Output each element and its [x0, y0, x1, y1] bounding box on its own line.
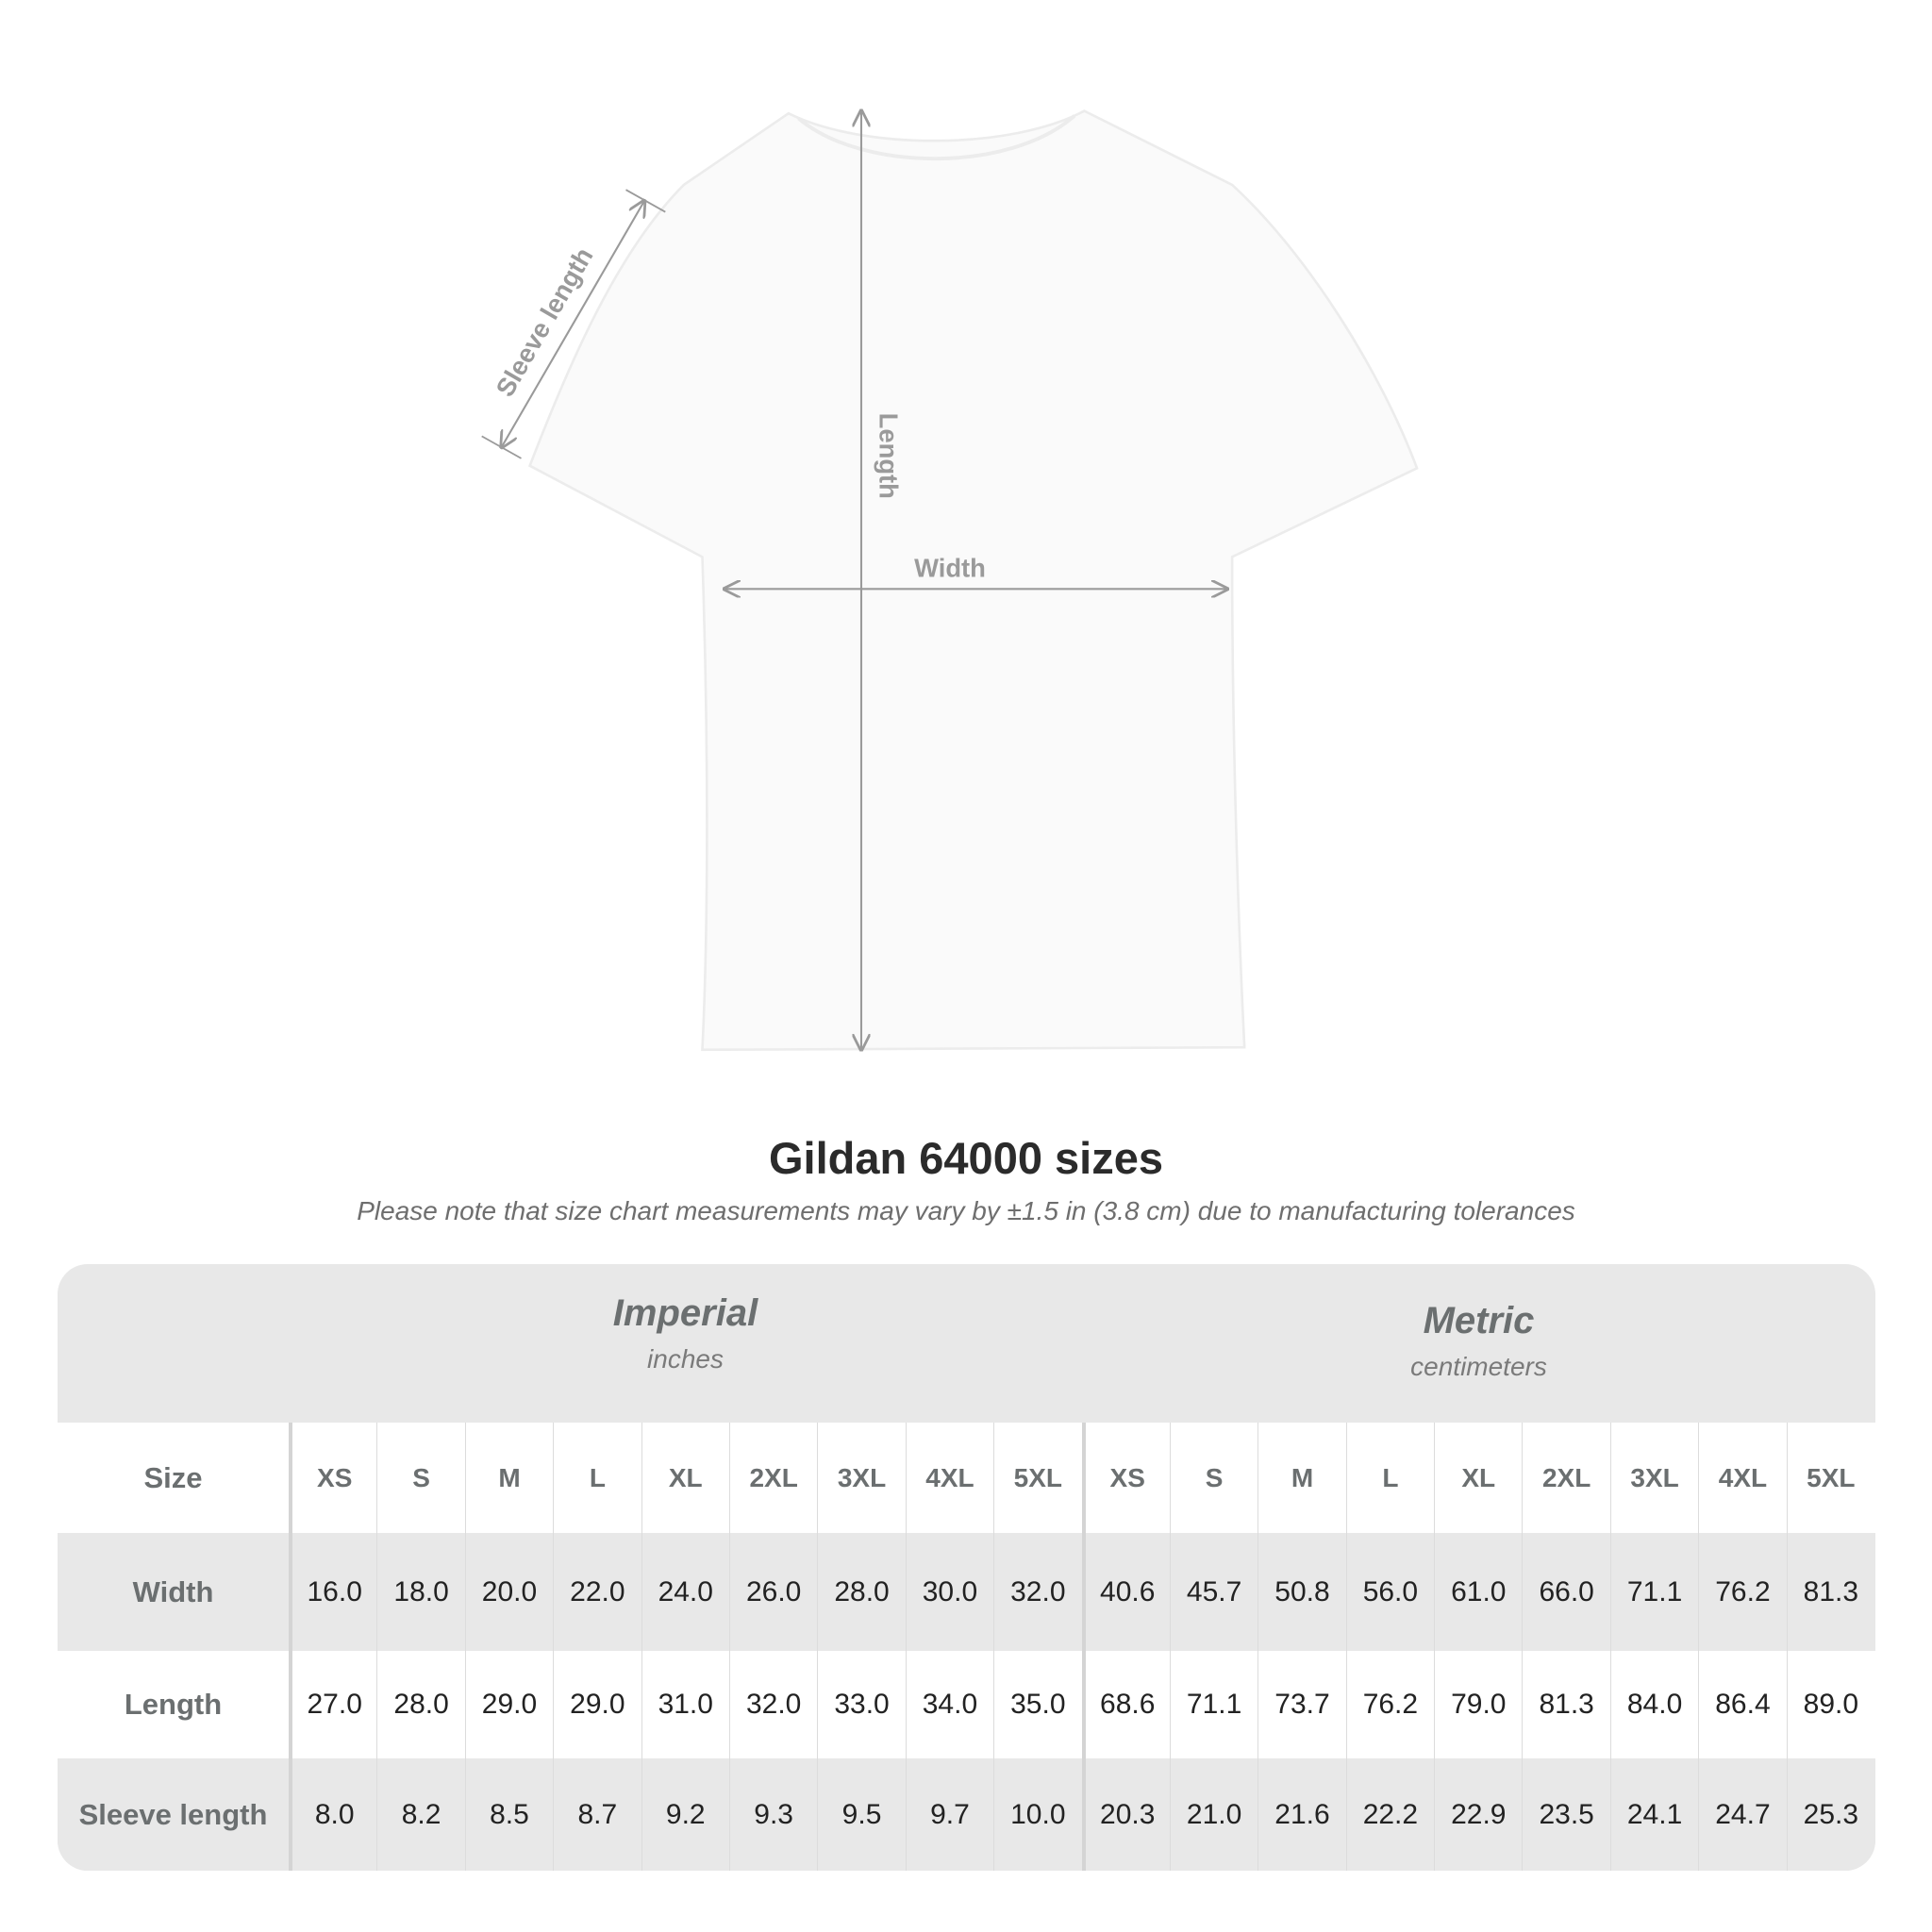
metric-value-cell: 50.8: [1257, 1533, 1345, 1651]
imperial-value-cell: 27.0: [289, 1651, 376, 1758]
metric-value-cell: 73.7: [1257, 1651, 1345, 1758]
metric-value-cell: 22.2: [1345, 1758, 1434, 1871]
page-title: Gildan 64000 sizes: [768, 1133, 1164, 1183]
metric-size-header: 5XL: [1786, 1423, 1874, 1533]
imperial-value-cell: 33.0: [817, 1651, 905, 1758]
metric-size-header: M: [1257, 1423, 1345, 1533]
imperial-value-cell: 20.0: [464, 1533, 553, 1651]
metric-size-header: 3XL: [1609, 1423, 1698, 1533]
metric-value-cell: 76.2: [1698, 1533, 1786, 1651]
imperial-unit: inches: [647, 1344, 724, 1374]
table-row-width: Width 16.0 18.0 20.0 22.0 24.0 26.0 28.0 30.0 32.…: [58, 1533, 1875, 1651]
metric-value-cell: 68.6: [1081, 1651, 1170, 1758]
width-label: Width: [914, 553, 986, 582]
metric-value-cell: 76.2: [1345, 1651, 1434, 1758]
imperial-value-cell: 22.0: [553, 1533, 641, 1651]
imperial-value-cell: 28.0: [376, 1651, 464, 1758]
imperial-size-header: M: [464, 1423, 553, 1533]
size-table: Imperial inches Metric centimeters Size X…: [58, 1264, 1875, 1871]
size-header-row: Size XS S M L XL 2XL 3XL 4XL 5XL XS S M L XL 2XL 3XL 4XL 5…: [58, 1423, 1875, 1533]
imperial-value-cell: 31.0: [641, 1651, 729, 1758]
imperial-value-cell: 35.0: [993, 1651, 1081, 1758]
metric-size-header: 2XL: [1522, 1423, 1609, 1533]
metric-value-cell: 71.1: [1609, 1533, 1698, 1651]
metric-value-cell: 66.0: [1522, 1533, 1609, 1651]
imperial-value-cell: 8.7: [553, 1758, 641, 1871]
imperial-value-cell: 9.3: [728, 1758, 817, 1871]
metric-header: Metric centimeters: [1082, 1300, 1875, 1458]
row-label: Sleeve length: [78, 1797, 268, 1831]
imperial-value-cell: 9.7: [905, 1758, 993, 1871]
imperial-value-cell: 8.5: [464, 1758, 553, 1871]
metric-value-cell: 81.3: [1786, 1533, 1874, 1651]
row-label: Size: [143, 1460, 203, 1494]
tolerance-note: Please note that size chart measurements…: [357, 1196, 1575, 1225]
metric-value-cell: 79.0: [1434, 1651, 1522, 1758]
metric-value-cell: 40.6: [1081, 1533, 1170, 1651]
length-label: Length: [874, 413, 904, 499]
imperial-size-header: L: [553, 1423, 641, 1533]
metric-size-header: 4XL: [1698, 1423, 1786, 1533]
sleeve-tick-bottom: [481, 435, 522, 459]
sleeve-tick-top: [625, 189, 666, 213]
imperial-value-cell: 24.0: [641, 1533, 729, 1651]
imperial-value-cell: 18.0: [376, 1533, 464, 1651]
metric-size-header: L: [1345, 1423, 1434, 1533]
metric-value-cell: 24.1: [1609, 1758, 1698, 1871]
metric-size-header: S: [1169, 1423, 1257, 1533]
row-label: Length: [124, 1688, 223, 1721]
imperial-value-cell: 29.0: [464, 1651, 553, 1758]
metric-title: Metric: [1423, 1300, 1535, 1341]
metric-value-cell: 23.5: [1522, 1758, 1609, 1871]
imperial-value-cell: 32.0: [728, 1651, 817, 1758]
metric-value-cell: 25.3: [1786, 1758, 1874, 1871]
tshirt-collar: [797, 114, 1076, 161]
metric-value-cell: 81.3: [1522, 1651, 1609, 1758]
imperial-value-cell: 10.0: [993, 1758, 1081, 1871]
imperial-value-cell: 32.0: [993, 1533, 1081, 1651]
metric-value-cell: 89.0: [1786, 1651, 1874, 1758]
metric-value-cell: 22.9: [1434, 1758, 1522, 1871]
imperial-size-header: 3XL: [817, 1423, 905, 1533]
metric-unit: centimeters: [1410, 1352, 1547, 1381]
table-row-sleeve-length: Sleeve length 8.0 8.2 8.5 8.7 9.2 9.3 9.5 9.7 10.…: [58, 1758, 1875, 1871]
imperial-header: Imperial inches: [289, 1292, 1082, 1451]
imperial-size-header: XL: [641, 1423, 729, 1533]
metric-value-cell: 20.3: [1081, 1758, 1170, 1871]
imperial-size-header: 2XL: [728, 1423, 817, 1533]
imperial-value-cell: 29.0: [553, 1651, 641, 1758]
metric-value-cell: 84.0: [1609, 1651, 1698, 1758]
table-row-length: Length 27.0 28.0 29.0 29.0 31.0 32.0 33.0 34.0 35…: [58, 1651, 1875, 1758]
metric-value-cell: 56.0: [1345, 1533, 1434, 1651]
imperial-value-cell: 30.0: [905, 1533, 993, 1651]
imperial-value-cell: 9.5: [817, 1758, 905, 1871]
imperial-value-cell: 16.0: [289, 1533, 376, 1651]
metric-value-cell: 21.0: [1169, 1758, 1257, 1871]
metric-value-cell: 24.7: [1698, 1758, 1786, 1871]
imperial-size-header: 4XL: [905, 1423, 993, 1533]
imperial-size-header: 5XL: [993, 1423, 1081, 1533]
sleeve-line: [502, 201, 645, 447]
imperial-value-cell: 9.2: [641, 1758, 729, 1871]
imperial-value-cell: 28.0: [817, 1533, 905, 1651]
imperial-value-cell: 8.2: [376, 1758, 464, 1871]
imperial-value-cell: 8.0: [289, 1758, 376, 1871]
metric-value-cell: 86.4: [1698, 1651, 1786, 1758]
metric-size-header: XS: [1081, 1423, 1170, 1533]
imperial-value-cell: 26.0: [728, 1533, 817, 1651]
imperial-title: Imperial: [612, 1292, 758, 1334]
imperial-value-cell: 34.0: [905, 1651, 993, 1758]
imperial-size-header: S: [376, 1423, 464, 1533]
row-label: Width: [132, 1574, 214, 1608]
metric-value-cell: 71.1: [1169, 1651, 1257, 1758]
metric-value-cell: 45.7: [1169, 1533, 1257, 1651]
imperial-size-header: XS: [289, 1423, 376, 1533]
metric-size-header: XL: [1434, 1423, 1522, 1533]
metric-value-cell: 61.0: [1434, 1533, 1522, 1651]
metric-value-cell: 21.6: [1257, 1758, 1345, 1871]
